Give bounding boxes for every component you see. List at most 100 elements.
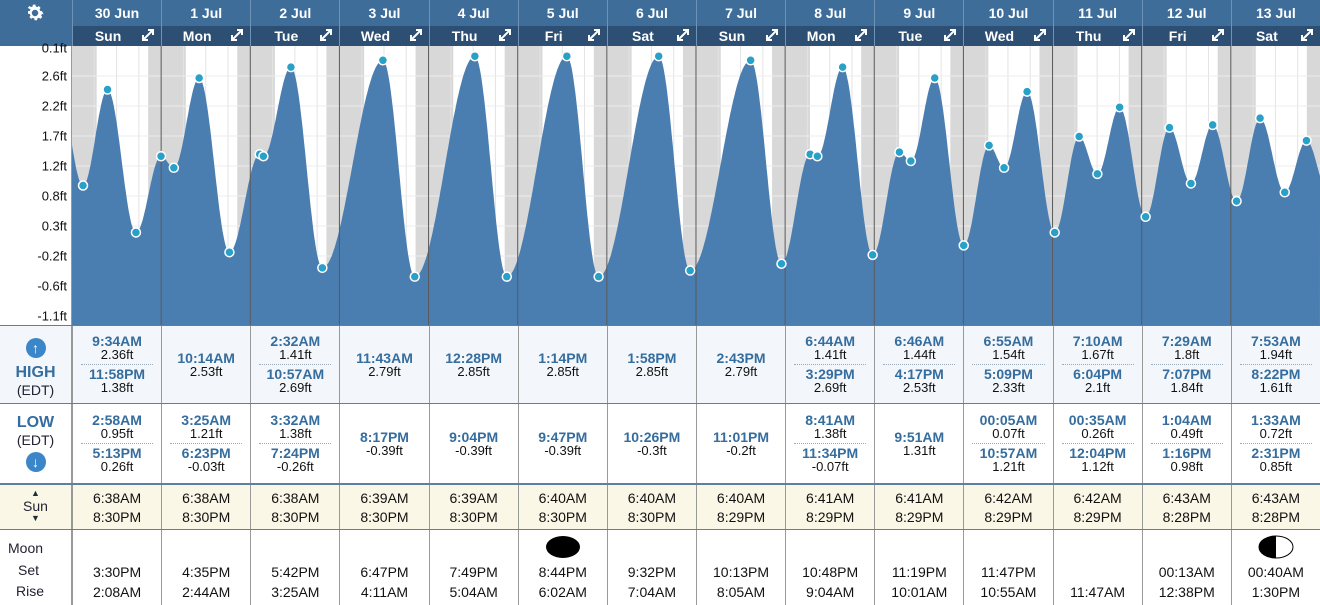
moon-phase-slot [162,530,250,562]
low-time: 3:32AM [270,412,321,428]
tide-extreme-point[interactable] [837,61,848,73]
tide-extreme-point[interactable] [776,258,787,270]
tide-extreme-point[interactable] [1254,112,1266,124]
moonrise-time: 6:02AM [538,584,587,600]
tide-extreme-point[interactable] [561,50,573,62]
tide-extreme-point[interactable] [894,146,905,158]
expand-icon[interactable] [1122,28,1136,42]
tide-extreme-point[interactable] [469,50,481,62]
tide-extreme-point[interactable] [1279,187,1290,198]
arrow-up-icon[interactable]: ↑ [25,338,46,358]
day-cell[interactable]: Sat [606,26,696,46]
tide-extreme-point[interactable] [193,72,205,84]
low-time: 2:58AM [92,412,142,428]
expand-icon[interactable] [409,28,423,42]
day-cell[interactable]: Wed [339,26,428,46]
moon-phase-slot [519,530,607,562]
tide-extreme-point[interactable] [1092,168,1103,180]
expand-icon[interactable] [230,28,244,42]
moon-cell: 5:42PM 3:25AM [250,530,339,605]
tide-extreme-point[interactable] [1049,227,1060,238]
tide-extreme-point[interactable] [285,61,297,73]
tide-extreme-point[interactable] [684,265,696,276]
expand-icon[interactable] [1211,28,1225,42]
expand-icon[interactable] [319,28,333,42]
tide-extreme-point[interactable] [1164,122,1175,133]
tide-extreme-point[interactable] [983,140,995,151]
high-time: 7:10AM [1072,333,1123,349]
tide-extreme-point[interactable] [77,180,89,191]
tide-extreme-point[interactable] [1114,101,1125,113]
tide-extreme-point[interactable] [130,227,142,238]
tide-extreme-point[interactable] [593,271,604,282]
low-time: 5:13PM [92,445,142,461]
tide-extreme-point[interactable] [155,150,167,162]
expand-icon[interactable] [676,28,690,42]
tide-extreme-point[interactable] [168,162,180,174]
expand-icon[interactable] [498,28,512,42]
day-cell[interactable]: Sat [1230,26,1320,46]
expand-icon[interactable] [1033,28,1047,42]
day-cell[interactable]: Thu [428,26,518,46]
low-height: 1.31ft [903,443,936,458]
day-cell[interactable]: Mon [785,26,874,46]
high-tide-cell: 7:10AM 1.67ft 6:04PM 2.1ft [1052,326,1142,403]
day-cell[interactable]: Mon [161,26,250,46]
tide-extreme-point[interactable] [501,271,513,282]
tide-extreme-point[interactable] [653,50,664,62]
day-cell[interactable]: Wed [963,26,1052,46]
high-tide-cell: 1:58PM 2.85ft [606,326,696,403]
tide-extreme-point[interactable] [812,150,823,162]
tide-extreme-point[interactable] [224,246,235,258]
tide-extreme-point[interactable] [1140,211,1151,223]
moon-cell: 00:13AM 12:38PM [1141,530,1231,605]
tide-extreme-point[interactable] [1073,131,1085,142]
tide-extreme-point[interactable] [745,55,756,66]
low-tide-cell: 3:32AM 1.38ft 7:24PM -0.26ft [250,404,339,483]
tide-extreme-point[interactable] [1185,178,1197,189]
high-height: 1.44ft [903,347,936,362]
tide-extreme-point[interactable] [409,271,421,282]
day-cell[interactable]: Fri [1141,26,1231,46]
tide-extreme-point[interactable] [1207,119,1218,131]
day-cell[interactable]: Tue [874,26,963,46]
tide-extreme-point[interactable] [867,249,878,261]
high-time: 4:17PM [894,366,944,382]
tide-extreme-point[interactable] [317,262,328,274]
high-timezone: (EDT) [16,382,55,398]
sunrise-time: 6:43AM [1162,490,1211,506]
expand-icon[interactable] [765,28,779,42]
tide-extreme-point[interactable] [1301,135,1312,146]
tide-extreme-point[interactable] [377,55,389,66]
low-tide-cell: 10:26PM -0.3ft [606,404,696,483]
tide-extreme-point[interactable] [958,240,969,251]
expand-icon[interactable] [587,28,601,42]
expand-icon[interactable] [854,28,868,42]
day-cell[interactable]: Sun [72,26,161,46]
tide-extreme-point[interactable] [258,150,269,162]
tide-extreme-point[interactable] [1231,195,1242,207]
tide-extreme-point[interactable] [1021,86,1033,97]
tide-extreme-point[interactable] [102,84,113,95]
tide-extreme-point[interactable] [998,162,1010,174]
entry-separator [1239,443,1312,444]
high-time: 2:43PM [716,350,766,366]
day-cell[interactable]: Fri [517,26,607,46]
expand-icon[interactable] [943,28,957,42]
tide-extreme-point[interactable] [905,155,917,167]
day-cell[interactable]: Tue [250,26,339,46]
date-header-row: 30 Jun 1 Jul 2 Jul 3 Jul 4 Jul 5 Jul 6 Jul 7 Ju… [72,0,1320,26]
moonset-time: 7:49PM [449,564,498,580]
arrow-down-icon[interactable]: ↓ [25,452,46,472]
moon-label-cell: Moon Set Rise [0,530,72,605]
expand-icon[interactable] [1300,28,1314,42]
day-label: Mon [182,28,212,44]
tide-extreme-point[interactable] [929,72,940,84]
expand-icon[interactable] [141,28,155,42]
sunset-time: 8:30PM [92,509,142,525]
day-cell[interactable]: Sun [695,26,785,46]
settings-button[interactable] [0,0,72,46]
moonrise-time: 2:08AM [92,584,142,600]
day-cell[interactable]: Thu [1052,26,1142,46]
low-height: 0.07ft [992,426,1025,441]
